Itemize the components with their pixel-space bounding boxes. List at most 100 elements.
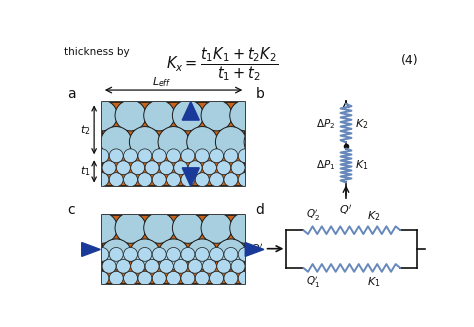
Text: $K_1$: $K_1$ [367, 275, 381, 289]
Polygon shape [82, 243, 100, 256]
Circle shape [238, 149, 252, 163]
Circle shape [201, 213, 232, 243]
Circle shape [159, 259, 173, 273]
Circle shape [210, 248, 224, 261]
Circle shape [215, 239, 246, 270]
Circle shape [231, 259, 245, 273]
Circle shape [115, 213, 146, 243]
Text: $K_x = \dfrac{t_1 K_1 + t_2 K_2}{t_1 + t_2}$: $K_x = \dfrac{t_1 K_1 + t_2 K_2}{t_1 + t… [166, 45, 278, 83]
Circle shape [95, 173, 109, 187]
Text: $\Delta P_2$: $\Delta P_2$ [316, 117, 335, 131]
Circle shape [144, 213, 175, 243]
Circle shape [166, 149, 181, 163]
Circle shape [109, 149, 123, 163]
Circle shape [231, 161, 245, 175]
Circle shape [166, 248, 181, 261]
Circle shape [244, 239, 275, 270]
Circle shape [210, 271, 224, 285]
Circle shape [188, 259, 202, 273]
Circle shape [230, 213, 261, 243]
Circle shape [181, 173, 195, 187]
Bar [102, 102, 245, 185]
Circle shape [109, 173, 123, 187]
Text: d: d [255, 203, 264, 217]
Circle shape [109, 248, 123, 261]
Circle shape [95, 248, 109, 261]
Circle shape [195, 149, 209, 163]
Circle shape [166, 173, 181, 187]
Circle shape [238, 173, 252, 187]
Circle shape [181, 149, 195, 163]
Text: $Q_1'$: $Q_1'$ [307, 275, 320, 290]
Circle shape [210, 149, 224, 163]
Circle shape [86, 100, 118, 131]
Text: $K_2$: $K_2$ [367, 210, 381, 223]
Circle shape [95, 271, 109, 285]
Text: a: a [67, 87, 76, 101]
Circle shape [100, 127, 132, 157]
Circle shape [187, 127, 218, 157]
Circle shape [117, 259, 130, 273]
Circle shape [224, 173, 238, 187]
Circle shape [174, 161, 188, 175]
Bar [102, 215, 245, 284]
Circle shape [174, 259, 188, 273]
Circle shape [210, 173, 224, 187]
Circle shape [158, 239, 189, 270]
Circle shape [129, 239, 160, 270]
Circle shape [131, 161, 145, 175]
Circle shape [152, 248, 166, 261]
Circle shape [144, 100, 175, 131]
Circle shape [195, 173, 209, 187]
Text: $K_2$: $K_2$ [356, 117, 369, 131]
Circle shape [159, 161, 173, 175]
Circle shape [109, 271, 123, 285]
Text: b: b [255, 87, 264, 101]
Circle shape [195, 271, 209, 285]
Circle shape [181, 271, 195, 285]
Circle shape [129, 127, 160, 157]
Circle shape [102, 161, 116, 175]
Polygon shape [182, 102, 199, 120]
Text: $Q'$: $Q'$ [339, 203, 353, 217]
Circle shape [238, 248, 252, 261]
Circle shape [117, 161, 130, 175]
Circle shape [95, 149, 109, 163]
Circle shape [138, 149, 152, 163]
Text: c: c [67, 203, 74, 217]
Circle shape [100, 239, 132, 270]
Text: $t_1$: $t_1$ [80, 164, 90, 178]
Circle shape [158, 127, 189, 157]
Text: (4): (4) [401, 54, 418, 67]
Circle shape [187, 239, 218, 270]
Circle shape [152, 149, 166, 163]
Text: $\Delta P_1$: $\Delta P_1$ [316, 159, 335, 172]
Circle shape [124, 173, 137, 187]
Circle shape [173, 213, 203, 243]
Circle shape [246, 161, 259, 175]
Circle shape [202, 161, 217, 175]
Circle shape [173, 100, 203, 131]
Circle shape [131, 259, 145, 273]
Circle shape [138, 271, 152, 285]
Circle shape [138, 173, 152, 187]
Text: $Q_2'$: $Q_2'$ [307, 208, 320, 223]
Circle shape [217, 161, 231, 175]
Circle shape [230, 100, 261, 131]
Circle shape [145, 161, 159, 175]
Circle shape [152, 271, 166, 285]
Circle shape [217, 259, 231, 273]
Circle shape [201, 100, 232, 131]
Circle shape [224, 149, 238, 163]
Circle shape [152, 173, 166, 187]
Circle shape [188, 161, 202, 175]
Circle shape [246, 259, 259, 273]
Text: $L_{eff}$: $L_{eff}$ [152, 76, 172, 89]
Circle shape [166, 271, 181, 285]
Text: thickness by: thickness by [64, 47, 129, 57]
Circle shape [238, 271, 252, 285]
Circle shape [202, 259, 217, 273]
Circle shape [124, 271, 137, 285]
Circle shape [124, 248, 137, 261]
Text: $K_1$: $K_1$ [356, 159, 369, 172]
